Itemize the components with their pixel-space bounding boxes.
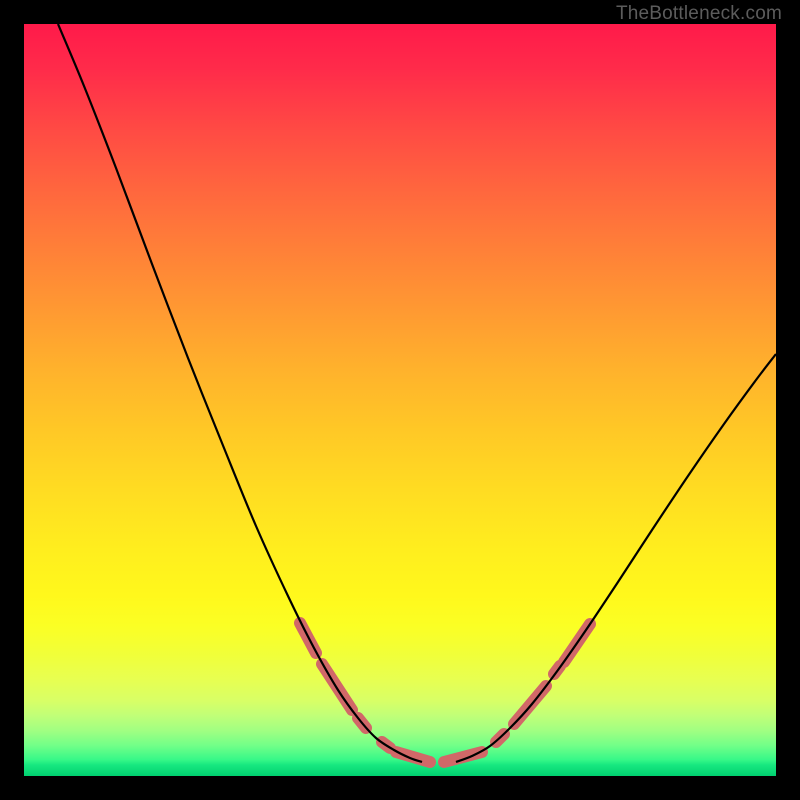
chart-container: TheBottleneck.com	[0, 0, 800, 800]
plot-area	[24, 24, 776, 776]
highlight-segments	[300, 623, 590, 762]
right-curve	[456, 354, 776, 762]
watermark-label: TheBottleneck.com	[616, 3, 782, 25]
curve-layer	[24, 24, 776, 776]
left-curve	[58, 24, 422, 762]
